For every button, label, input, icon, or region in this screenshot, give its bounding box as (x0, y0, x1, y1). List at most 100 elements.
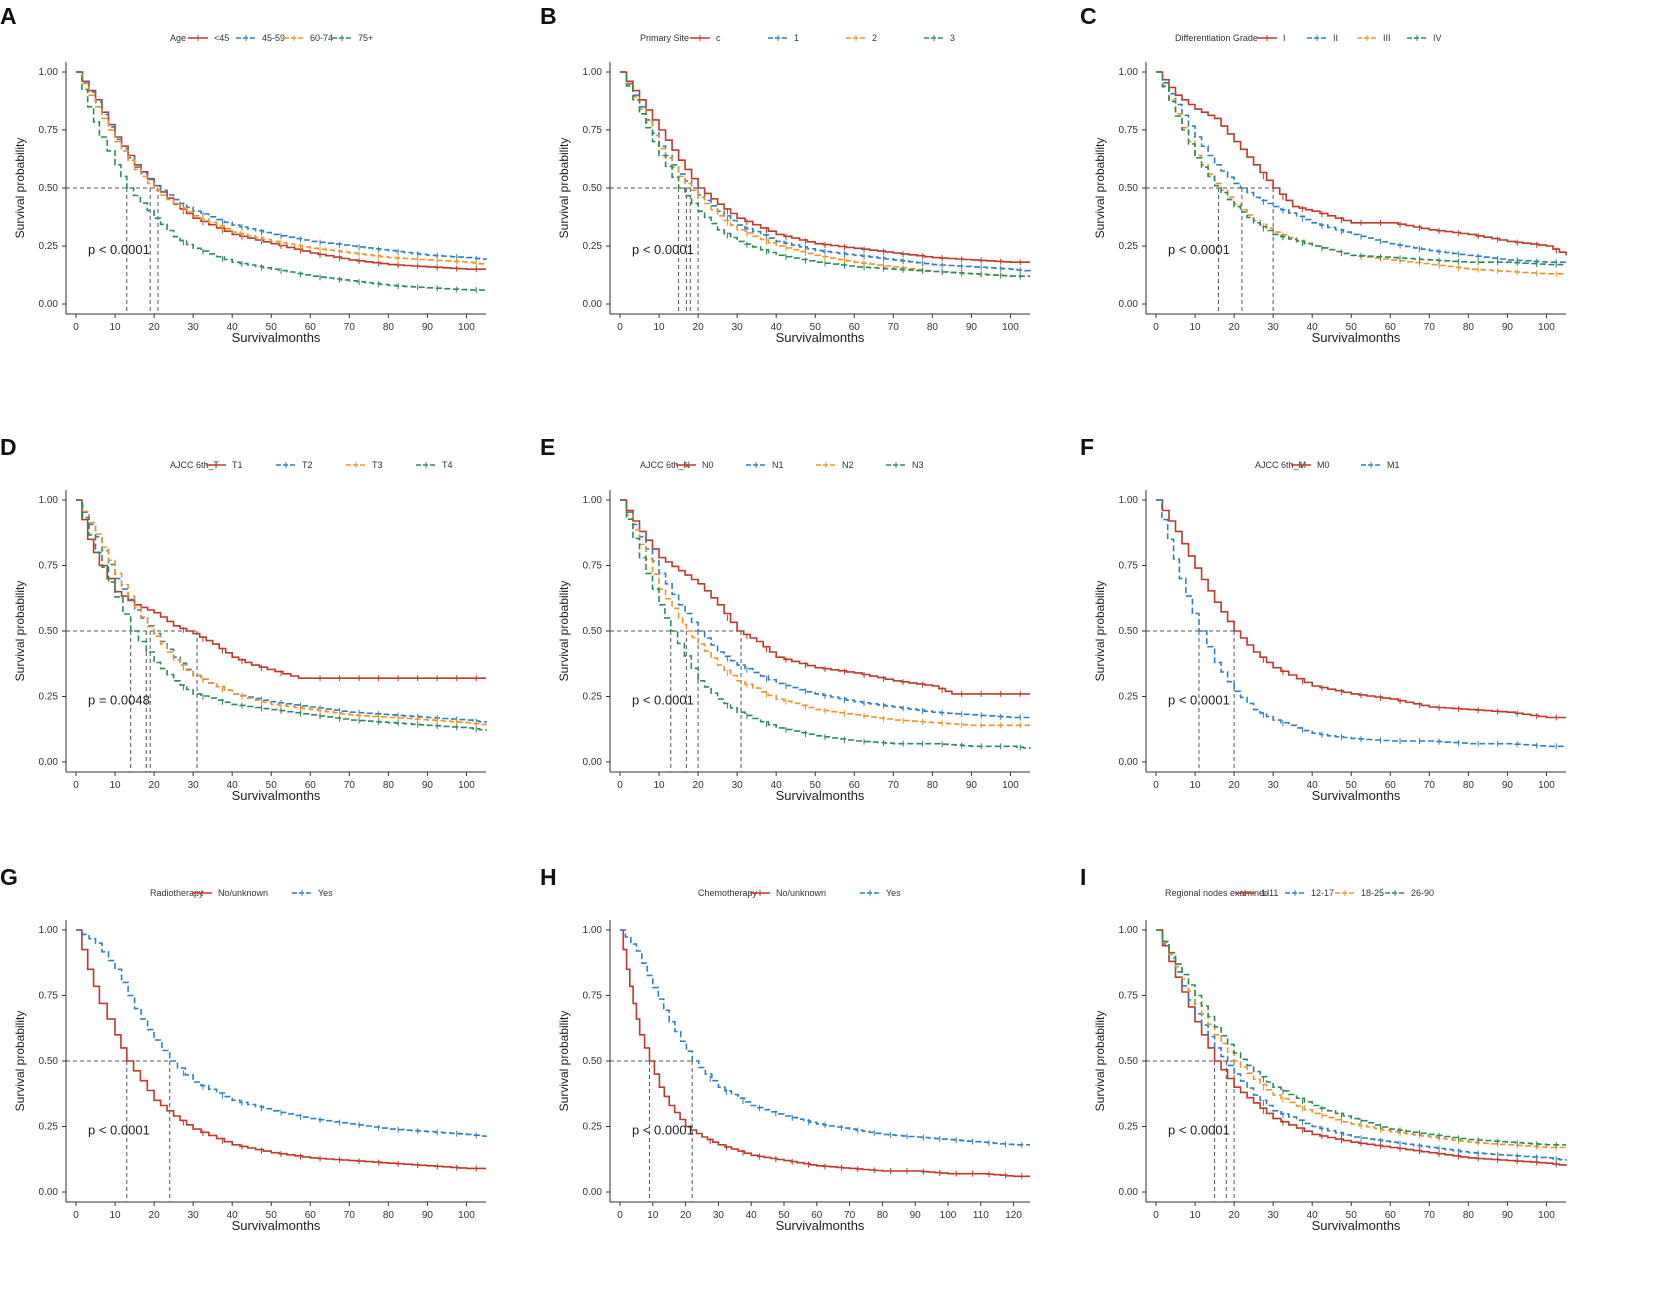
x-tick-label: 50 (1346, 1210, 1358, 1221)
legend-title: AJCC 6th_T (170, 460, 220, 470)
legend-label: 75+ (358, 33, 373, 43)
x-axis-label: Survivalmonths (776, 330, 865, 345)
x-tick-label: 50 (266, 322, 278, 333)
x-tick-label: 60 (849, 780, 861, 791)
km-curve-blue (1156, 499, 1566, 748)
x-tick-label: 30 (1268, 1210, 1280, 1221)
panel-letter: H (540, 864, 557, 890)
x-tick-label: 70 (344, 1210, 356, 1221)
p-value: p < 0.0001 (632, 242, 694, 257)
km-curve-green (620, 71, 1030, 277)
x-tick-label: 20 (693, 322, 705, 333)
legend-label: Yes (318, 888, 333, 898)
km-curve-red (620, 499, 1030, 695)
y-tick-label: 0.00 (583, 757, 603, 768)
y-tick-label: 0.75 (1119, 991, 1139, 1002)
x-tick-label: 0 (73, 780, 79, 791)
km-curve-blue (76, 929, 487, 1137)
x-tick-label: 50 (778, 1210, 790, 1221)
x-tick-label: 70 (888, 322, 900, 333)
y-tick-label: 0.50 (1119, 1056, 1139, 1067)
x-tick-label: 90 (1502, 322, 1514, 333)
x-tick-label: 60 (811, 1210, 823, 1221)
legend-label: 1 (794, 33, 799, 43)
y-tick-label: 0.50 (583, 183, 603, 194)
x-tick-label: 0 (617, 780, 623, 791)
legend-title: Primary Site (640, 33, 689, 43)
x-tick-label: 90 (422, 1210, 434, 1221)
legend-label: No/unknown (776, 888, 826, 898)
y-axis-label: Survival probability (13, 1011, 27, 1112)
legend-label: T3 (372, 460, 383, 470)
p-value: p < 0.0001 (1168, 242, 1230, 257)
legend-label: 45-59 (262, 33, 285, 43)
legend-title: AJCC 6th_M (1255, 460, 1306, 470)
x-tick-label: 40 (227, 1210, 239, 1221)
p-value: p = 0.0048 (88, 693, 150, 708)
x-tick-label: 10 (109, 322, 121, 333)
legend-label: N2 (842, 460, 854, 470)
y-tick-label: 0.25 (583, 1122, 603, 1133)
x-tick-label: 50 (1346, 780, 1358, 791)
x-tick-label: 40 (746, 1210, 758, 1221)
x-tick-label: 0 (1153, 322, 1159, 333)
legend-label: T4 (442, 460, 453, 470)
x-tick-label: 90 (910, 1210, 922, 1221)
km-curve-blue (1156, 929, 1567, 1161)
x-tick-label: 10 (647, 1210, 659, 1221)
legend-label: 1-11 (1261, 888, 1278, 898)
x-tick-label: 60 (1385, 1210, 1397, 1221)
y-tick-label: 0.00 (583, 1187, 603, 1198)
panel-g: G 0.00 0.25 0.50 0.75 1.00 0 10 20 30 40 50 60 70 80 90… (0, 864, 487, 1233)
x-tick-label: 20 (149, 322, 161, 333)
x-tick-label: 80 (877, 1210, 889, 1221)
km-curve-red (1156, 71, 1567, 256)
y-axis-label: Survival probability (1093, 581, 1107, 682)
x-tick-label: 90 (422, 780, 434, 791)
legend-label: I (1283, 33, 1286, 43)
x-axis-label: Survivalmonths (232, 788, 321, 803)
x-tick-label: 70 (344, 780, 356, 791)
y-tick-label: 0.50 (1119, 626, 1139, 637)
x-tick-label: 20 (149, 780, 161, 791)
x-tick-label: 80 (1463, 322, 1475, 333)
km-curve-blue (620, 929, 1030, 1146)
legend-title: Chemotherapy (698, 888, 758, 898)
x-tick-label: 20 (680, 1210, 692, 1221)
x-tick-label: 40 (1307, 1210, 1319, 1221)
y-axis-label: Survival probability (1093, 138, 1107, 239)
x-tick-label: 60 (305, 1210, 317, 1221)
y-tick-label: 0.25 (1119, 1122, 1139, 1133)
x-tick-label: 30 (713, 1210, 725, 1221)
y-tick-label: 0.00 (39, 757, 59, 768)
km-curve-red (1156, 499, 1566, 719)
x-tick-label: 20 (1229, 780, 1241, 791)
x-tick-label: 70 (844, 1210, 856, 1221)
y-tick-label: 0.25 (39, 692, 59, 703)
x-tick-label: 80 (383, 1210, 395, 1221)
km-curve-green (620, 499, 1031, 749)
legend-label: III (1383, 33, 1391, 43)
legend-label: <45 (214, 33, 229, 43)
x-tick-label: 100 (458, 780, 475, 791)
legend-label: 3 (950, 33, 955, 43)
legend-label: T1 (232, 460, 243, 470)
y-tick-label: 0.25 (39, 241, 59, 252)
x-tick-label: 90 (422, 322, 434, 333)
x-axis-label: Survivalmonths (232, 1218, 321, 1233)
x-axis-label: Survivalmonths (776, 1218, 865, 1233)
y-axis-label: Survival probability (557, 1011, 571, 1112)
x-tick-label: 100 (1538, 1210, 1555, 1221)
y-tick-label: 0.50 (583, 1056, 603, 1067)
legend-label: II (1333, 33, 1338, 43)
x-tick-label: 80 (927, 780, 939, 791)
panel-b: B 0.00 0.25 0.50 0.75 1.00 0 10 20 30 40 50 60 70 80 90… (540, 3, 1031, 345)
x-tick-label: 50 (1346, 322, 1358, 333)
x-tick-label: 100 (458, 322, 475, 333)
y-tick-label: 0.25 (1119, 692, 1139, 703)
x-tick-label: 100 (1002, 780, 1019, 791)
panel-letter: E (540, 434, 555, 460)
km-curve-blue (620, 71, 1031, 272)
panel-letter: C (1080, 3, 1097, 29)
